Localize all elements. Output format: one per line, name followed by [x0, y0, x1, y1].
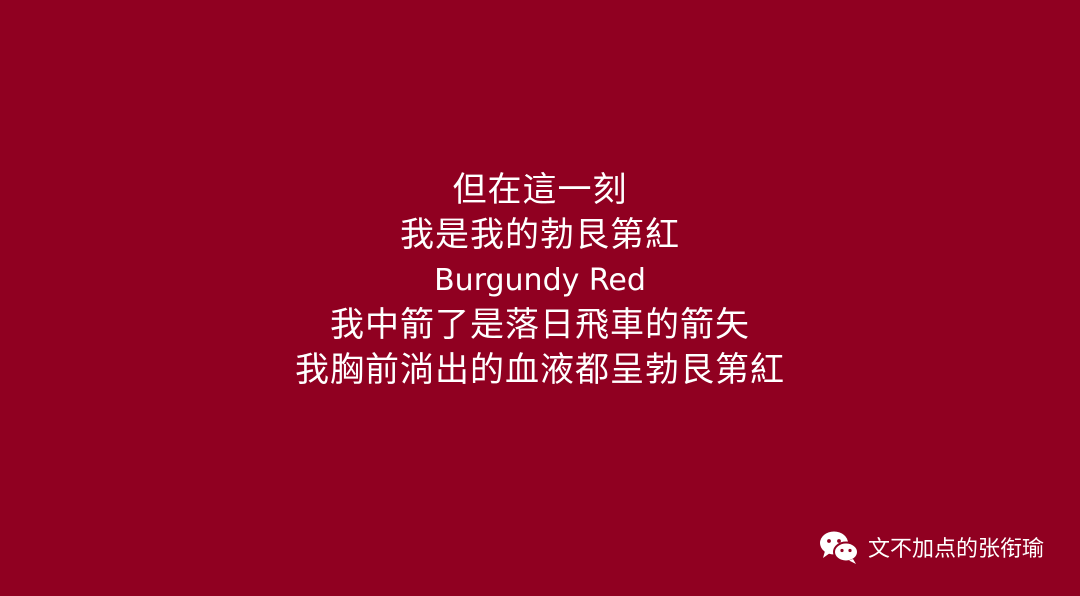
poem-line-5: 我胸前淌出的血液都呈勃艮第紅 — [295, 350, 785, 390]
poem-line-3: Burgundy Red — [434, 263, 646, 298]
poem-line-2: 我是我的勃艮第紅 — [400, 215, 680, 255]
poem-line-4: 我中箭了是落日飛車的箭矢 — [330, 305, 750, 345]
poem-line-1: 但在這一刻 — [452, 170, 628, 210]
wechat-icon — [819, 531, 859, 564]
watermark: 文不加点的张衔瑜 — [818, 527, 1044, 567]
watermark-text: 文不加点的张衔瑜 — [867, 537, 1044, 562]
poem-text: 但在這一刻 我是我的勃艮第紅 Burgundy Red 我中箭了是落日飛車的箭矢… — [0, 168, 1080, 393]
